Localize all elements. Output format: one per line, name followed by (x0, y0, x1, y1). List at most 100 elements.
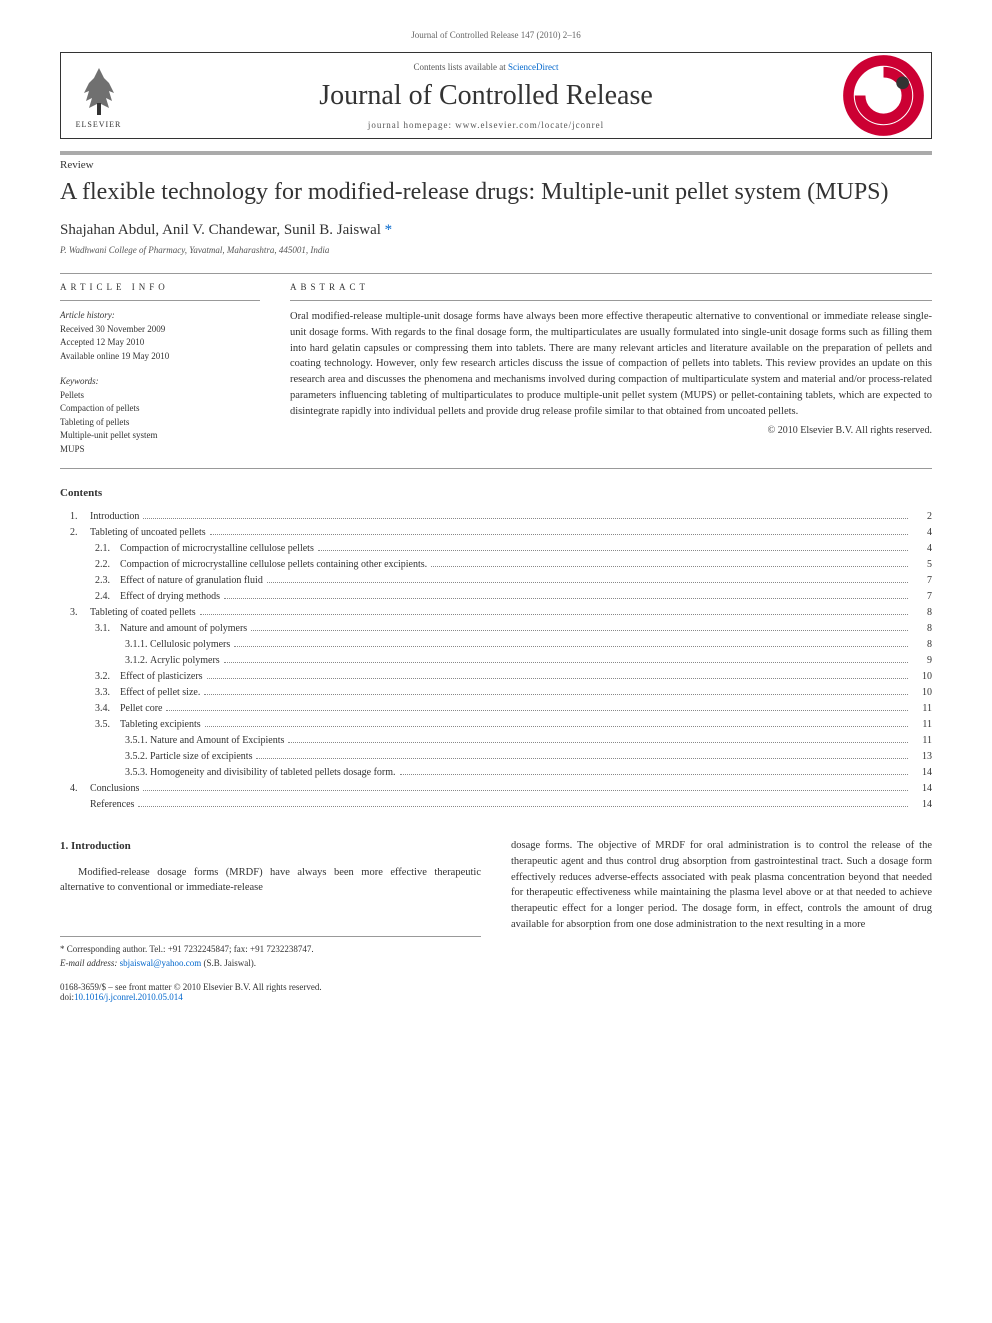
toc-text: Effect of nature of granulation fluid (120, 573, 263, 589)
toc-dots (288, 742, 908, 743)
intro-column-left: 1. Introduction Modified-release dosage … (60, 838, 481, 970)
toc-dots (205, 726, 908, 727)
toc-row: 2.3.Effect of nature of granulation flui… (60, 573, 932, 589)
toc-page: 8 (912, 605, 932, 621)
toc-text: Particle size of excipients (150, 749, 252, 765)
toc-row: 3.5.2.Particle size of excipients13 (60, 749, 932, 765)
toc-number: 3.3. (60, 685, 120, 701)
toc-page: 14 (912, 765, 932, 781)
elsevier-tree-icon (74, 63, 124, 118)
accepted-date: Accepted 12 May 2010 (60, 336, 260, 350)
toc-text: References (90, 797, 134, 813)
journal-homepage: journal homepage: www.elsevier.com/locat… (136, 120, 836, 130)
homepage-label: journal homepage: (368, 120, 455, 130)
keyword: Tableting of pellets (60, 416, 260, 430)
sciencedirect-link[interactable]: ScienceDirect (508, 62, 558, 72)
toc-page: 7 (912, 589, 932, 605)
toc-number: 2.1. (60, 541, 120, 557)
article-history: Article history: Received 30 November 20… (60, 309, 260, 363)
journal-cover-logo (836, 53, 931, 138)
toc-row: 3.5.3.Homogeneity and divisibility of ta… (60, 765, 932, 781)
toc-page: 2 (912, 509, 932, 525)
journal-citation: Journal of Controlled Release 147 (2010)… (60, 30, 932, 40)
rule (60, 273, 932, 274)
toc-number: 3.4. (60, 701, 120, 717)
corresponding-mark: * (385, 222, 393, 238)
keyword: Multiple-unit pellet system (60, 429, 260, 443)
toc-row: 2.2.Compaction of microcrystalline cellu… (60, 557, 932, 573)
email-link[interactable]: sbjaiswal@yahoo.com (120, 958, 202, 968)
toc-page: 5 (912, 557, 932, 573)
toc-number: 3.5.3. (60, 765, 150, 781)
email-label: E-mail address: (60, 958, 120, 968)
toc-row: 2.1.Compaction of microcrystalline cellu… (60, 541, 932, 557)
author-names: Shajahan Abdul, Anil V. Chandewar, Sunil… (60, 222, 381, 238)
toc-row: 3.5.Tableting excipients11 (60, 717, 932, 733)
toc-number: 2. (60, 525, 90, 541)
toc-dots (224, 662, 908, 663)
toc-row: 2.4.Effect of drying methods7 (60, 589, 932, 605)
info-abstract-row: ARTICLE INFO Article history: Received 3… (60, 282, 932, 456)
toc-page: 13 (912, 749, 932, 765)
toc-dots (207, 678, 908, 679)
toc-page: 8 (912, 637, 932, 653)
issn-line: 0168-3659/$ – see front matter © 2010 El… (60, 982, 932, 992)
toc-page: 11 (912, 717, 932, 733)
copyright: © 2010 Elsevier B.V. All rights reserved… (290, 425, 932, 436)
toc-page: 10 (912, 685, 932, 701)
toc-text: Tableting of uncoated pellets (90, 525, 206, 541)
toc-dots (204, 694, 908, 695)
keywords: Keywords: Pellets Compaction of pellets … (60, 375, 260, 456)
homepage-url: www.elsevier.com/locate/jconrel (455, 120, 604, 130)
toc-text: Conclusions (90, 781, 139, 797)
toc-number: 3. (60, 605, 90, 621)
divider (60, 151, 932, 155)
toc-text: Nature and Amount of Excipients (150, 733, 284, 749)
toc-row: 3.1.1.Cellulosic polymers8 (60, 637, 932, 653)
toc-text: Tableting of coated pellets (90, 605, 196, 621)
toc-text: Compaction of microcrystalline cellulose… (120, 541, 314, 557)
toc-row: 2.Tableting of uncoated pellets 4 (60, 525, 932, 541)
toc-dots (166, 710, 908, 711)
toc-number: 3.1.2. (60, 653, 150, 669)
toc-page: 8 (912, 621, 932, 637)
email-name: (S.B. Jaiswal). (201, 958, 256, 968)
intro-paragraph: Modified-release dosage forms (MRDF) hav… (60, 865, 481, 897)
toc-row: 3.4.Pellet core11 (60, 701, 932, 717)
toc-dots (256, 758, 908, 759)
toc-text: Introduction (90, 509, 139, 525)
keyword: MUPS (60, 443, 260, 457)
toc-page: 9 (912, 653, 932, 669)
journal-name: Journal of Controlled Release (136, 80, 836, 112)
doi-label: doi: (60, 992, 74, 1002)
article-info-heading: ARTICLE INFO (60, 282, 260, 292)
toc-text: Acrylic polymers (150, 653, 220, 669)
history-label: Article history: (60, 309, 260, 323)
keyword: Pellets (60, 389, 260, 403)
toc-row: 1.Introduction2 (60, 509, 932, 525)
toc-dots (318, 550, 908, 551)
toc-dots (138, 806, 908, 807)
toc-row: 4.Conclusions 14 (60, 781, 932, 797)
intro-section: 1. Introduction Modified-release dosage … (60, 838, 932, 970)
toc-number: 2.3. (60, 573, 120, 589)
email-line: E-mail address: sbjaiswal@yahoo.com (S.B… (60, 957, 481, 971)
contents-text: Contents lists available at (414, 62, 508, 72)
journal-header-box: ELSEVIER Contents lists available at Sci… (60, 52, 932, 139)
toc-text: Homogeneity and divisibility of tableted… (150, 765, 396, 781)
doi-link[interactable]: 10.1016/j.jconrel.2010.05.014 (74, 992, 183, 1002)
toc-dots (210, 534, 908, 535)
intro-paragraph: dosage forms. The objective of MRDF for … (511, 838, 932, 933)
toc-number: 3.2. (60, 669, 120, 685)
abstract-heading: ABSTRACT (290, 282, 932, 292)
toc-number: 3.1.1. (60, 637, 150, 653)
toc-number: 3.5. (60, 717, 120, 733)
received-date: Received 30 November 2009 (60, 323, 260, 337)
toc-page: 14 (912, 781, 932, 797)
toc-number: 4. (60, 781, 90, 797)
toc-page: 4 (912, 525, 932, 541)
toc-text: Nature and amount of polymers (120, 621, 247, 637)
toc-dots (431, 566, 908, 567)
article-info-column: ARTICLE INFO Article history: Received 3… (60, 282, 260, 456)
available-date: Available online 19 May 2010 (60, 350, 260, 364)
